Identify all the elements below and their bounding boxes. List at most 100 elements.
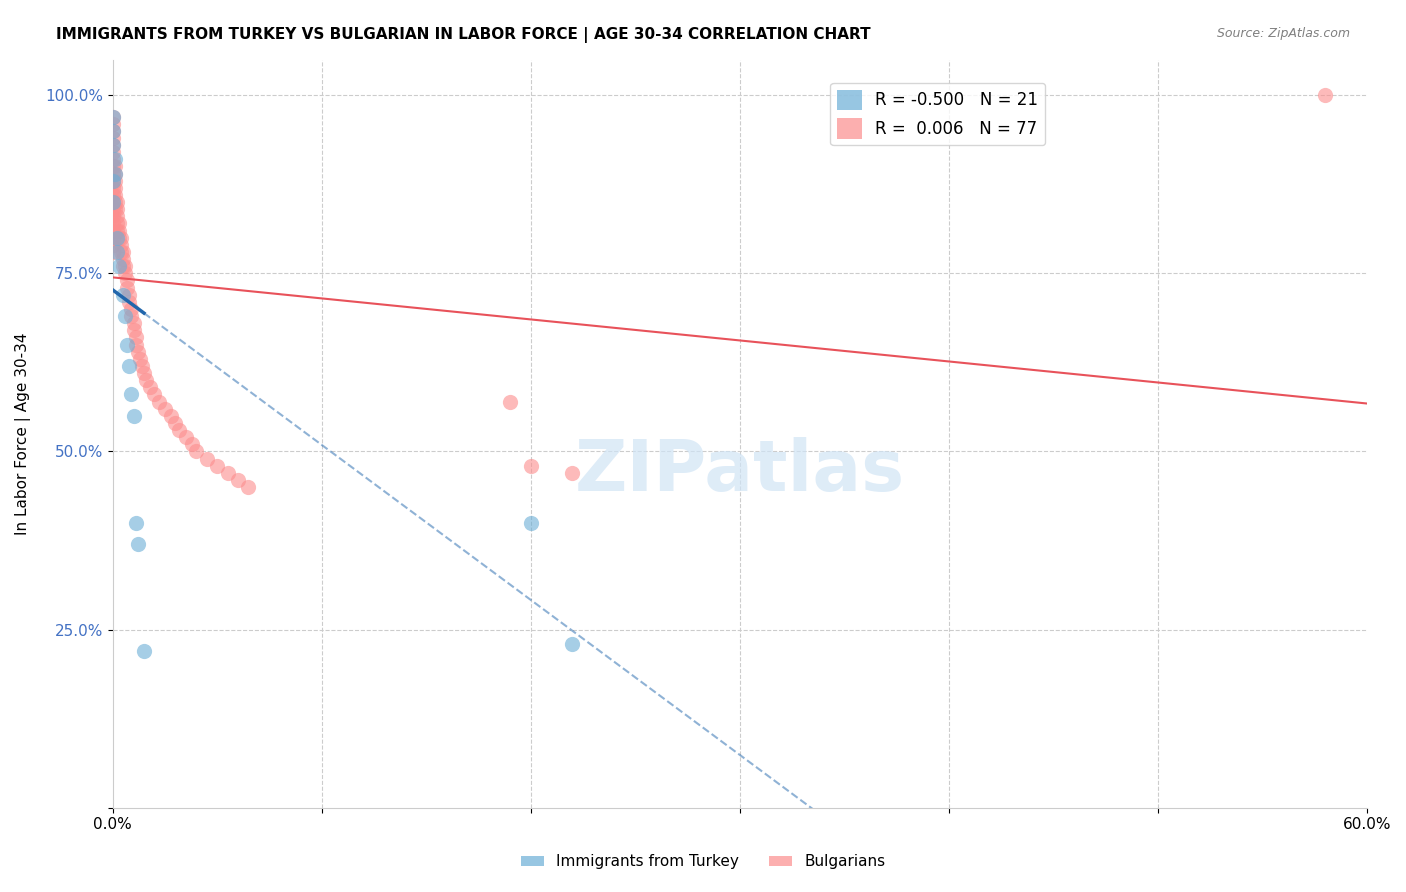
Point (101, 131, 124, 145)
Point (112, 287, 135, 301)
Point (105, 217, 128, 231)
Point (186, 444, 208, 458)
Text: Source: ZipAtlas.com: Source: ZipAtlas.com (1216, 27, 1350, 40)
Point (165, 416, 187, 430)
Point (104, 181, 127, 195)
Point (114, 259, 136, 273)
Point (105, 195, 128, 210)
Point (101, 110, 124, 124)
Point (114, 309, 136, 323)
Point (135, 373, 157, 387)
Point (124, 516, 146, 530)
Point (108, 259, 131, 273)
Point (101, 195, 124, 210)
Point (128, 351, 150, 366)
Point (101, 202, 124, 217)
Point (104, 188, 127, 202)
Point (118, 287, 141, 301)
Point (132, 644, 155, 658)
Point (118, 294, 141, 309)
Point (105, 244, 128, 259)
Point (101, 110, 124, 124)
Point (122, 409, 145, 423)
Text: ZIPatlas: ZIPatlas (575, 436, 904, 506)
Point (1313, 88, 1336, 103)
Point (101, 138, 124, 153)
Point (110, 244, 132, 259)
Point (101, 174, 124, 188)
Point (122, 316, 145, 330)
Point (108, 230, 131, 244)
Point (120, 301, 142, 316)
Point (499, 394, 522, 409)
Point (561, 637, 583, 651)
Point (217, 466, 239, 480)
Point (519, 458, 541, 473)
Point (112, 244, 135, 259)
Point (153, 401, 176, 416)
Point (115, 273, 138, 287)
Point (104, 167, 127, 181)
Point (105, 230, 128, 244)
Point (101, 124, 124, 138)
Point (104, 195, 127, 210)
Point (104, 160, 127, 174)
Point (108, 217, 131, 231)
Point (124, 337, 146, 351)
Point (139, 380, 162, 394)
Point (115, 280, 138, 294)
Point (104, 153, 127, 167)
Point (143, 387, 166, 401)
Point (101, 210, 124, 224)
Point (112, 252, 135, 266)
Point (105, 210, 128, 224)
Point (101, 244, 124, 259)
Point (181, 437, 204, 451)
Point (110, 237, 132, 252)
Point (195, 451, 218, 466)
Point (112, 259, 135, 273)
Point (226, 473, 249, 487)
Point (561, 466, 583, 480)
Point (131, 359, 153, 373)
Text: IMMIGRANTS FROM TURKEY VS BULGARIAN IN LABOR FORCE | AGE 30-34 CORRELATION CHART: IMMIGRANTS FROM TURKEY VS BULGARIAN IN L… (56, 27, 870, 43)
Point (127, 537, 149, 551)
Point (101, 145, 124, 160)
Point (108, 224, 131, 238)
Point (101, 124, 124, 138)
Point (104, 202, 127, 217)
Point (169, 423, 191, 437)
Point (132, 366, 155, 380)
Point (127, 344, 149, 359)
Point (104, 174, 127, 188)
Point (205, 458, 228, 473)
Point (101, 217, 124, 231)
Point (101, 230, 124, 244)
Legend: R = -0.500   N = 21, R =  0.006   N = 77: R = -0.500 N = 21, R = 0.006 N = 77 (830, 83, 1045, 145)
Point (124, 330, 146, 344)
Point (101, 160, 124, 174)
Point (519, 516, 541, 530)
Point (101, 117, 124, 131)
Point (120, 309, 142, 323)
Point (101, 167, 124, 181)
Point (115, 337, 138, 351)
Point (174, 430, 197, 444)
Point (101, 174, 124, 188)
Point (101, 224, 124, 238)
Point (238, 480, 260, 494)
Point (105, 202, 128, 217)
Legend: Immigrants from Turkey, Bulgarians: Immigrants from Turkey, Bulgarians (515, 848, 891, 875)
Point (160, 409, 183, 423)
Point (148, 394, 170, 409)
Point (114, 266, 136, 280)
Point (120, 387, 142, 401)
Point (101, 181, 124, 195)
Point (110, 230, 132, 244)
Point (118, 359, 141, 373)
Point (101, 188, 124, 202)
Point (101, 195, 124, 210)
Point (104, 167, 127, 181)
Point (101, 153, 124, 167)
Point (101, 138, 124, 153)
